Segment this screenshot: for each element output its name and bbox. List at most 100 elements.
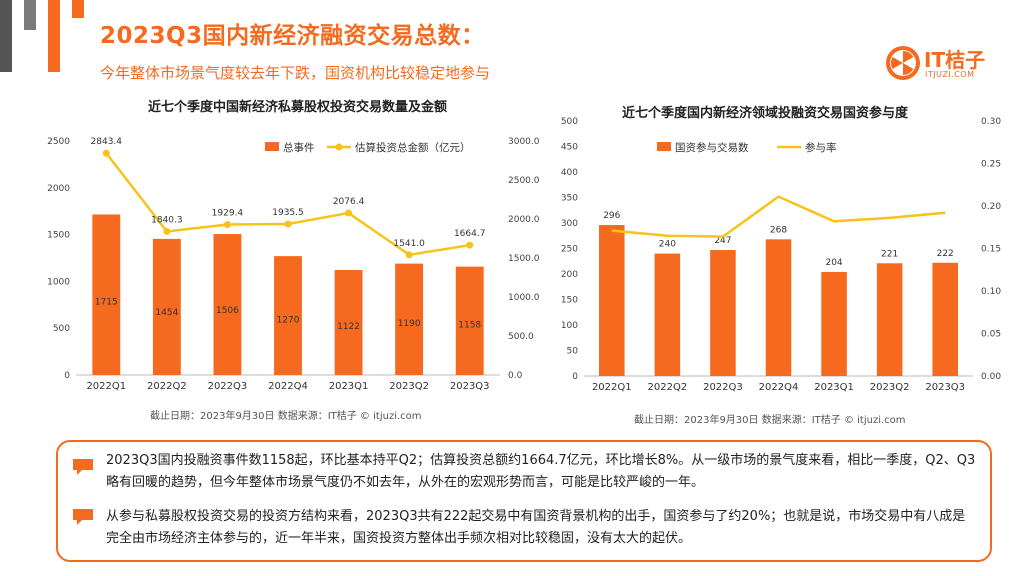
x-tick-label: 2022Q2 — [147, 381, 187, 392]
legend-bar-label: 总事件 — [283, 141, 315, 154]
speech-bubble-icon — [73, 459, 93, 475]
line-point — [163, 227, 171, 235]
y-left-tick-label: 400 — [561, 168, 578, 178]
bar-value-label: 1454 — [155, 308, 178, 318]
line-point — [284, 220, 292, 228]
chart2-title: 近七个季度国内新经济领域投融资交易国资参与度 — [622, 106, 909, 121]
bar-2023Q3 — [932, 262, 958, 376]
x-tick-label: 2022Q3 — [208, 381, 248, 392]
bar-value-label: 204 — [825, 258, 842, 268]
bar-value-label: 296 — [603, 211, 620, 221]
y-left-tick-label: 2000 — [47, 184, 70, 194]
y-left-tick-label: 1500 — [47, 231, 70, 241]
line-value-label: 2076.4 — [333, 197, 365, 207]
legend-line-marker — [335, 143, 343, 151]
y-left-tick-label: 0 — [64, 371, 70, 381]
y-left-tick-label: 1000 — [47, 277, 70, 287]
bar-value-label: 1190 — [398, 319, 421, 329]
x-tick-label: 2022Q4 — [268, 381, 308, 392]
decor-bar-1 — [0, 0, 12, 72]
line-point — [405, 251, 413, 259]
bar-value-label: 268 — [770, 225, 787, 235]
y-left-tick-label: 350 — [561, 194, 578, 204]
bar-value-label: 1270 — [277, 316, 300, 326]
bar-2023Q1 — [821, 271, 847, 376]
logo-subtext: ITJUZI.COM — [925, 70, 975, 79]
speech-bubble-icon — [73, 509, 93, 525]
bar-2022Q2 — [152, 238, 181, 375]
y-left-tick-label: 0 — [572, 372, 578, 382]
y-right-tick-label: 3000.0 — [508, 137, 540, 147]
line-value-label: 1664.7 — [454, 229, 486, 239]
x-tick-label: 2023Q1 — [814, 382, 854, 393]
y-left-tick-label: 500 — [561, 117, 578, 127]
line-series-参与率 — [611, 195, 946, 238]
y-right-tick-label: 1500.0 — [508, 254, 540, 264]
x-tick-label: 2023Q2 — [870, 382, 910, 393]
bar-2023Q2 — [876, 263, 903, 376]
legend-bar-swatch — [265, 142, 279, 151]
x-tick-label: 2023Q3 — [450, 381, 490, 392]
summary-paragraph-1: 2023Q3国内投融资事件数1158起，环比基本持平Q2；估算投资总额约1664… — [106, 453, 976, 490]
line-value-label: 1541.0 — [393, 239, 425, 249]
bar-2022Q1 — [92, 214, 121, 375]
y-right-tick-label: 500.0 — [508, 332, 534, 342]
y-right-tick-label: 0.05 — [981, 330, 1001, 340]
decor-bar-3 — [48, 0, 60, 72]
line-value-label: 2843.4 — [91, 137, 123, 147]
y-right-tick-label: 0.25 — [981, 160, 1001, 170]
chart2-state-capital-participation: 0 50 100 150 200 250 300 350 400 450 500 0.00 0.05 0.… — [561, 117, 1002, 393]
bar-value-label: 240 — [659, 240, 676, 250]
bar-value-label: 1158 — [458, 320, 481, 330]
itjuzi-logo: IT桔子 ITJUZI.COM — [884, 40, 1004, 86]
y-left-tick-label: 450 — [561, 143, 578, 153]
chart1-title: 近七个季度中国新经济私募股权投资交易数量及金额 — [148, 100, 448, 115]
bar-2022Q4 — [274, 256, 302, 375]
line-value-label: 1935.5 — [272, 208, 304, 218]
chart2-source: 截止日期：2023年9月30日 数据来源：IT桔子 © itjuzi.com — [634, 415, 906, 426]
line-value-label: 1929.4 — [212, 209, 244, 219]
bar-value-label: 1506 — [216, 306, 239, 316]
y-right-tick-label: 0.15 — [981, 245, 1001, 255]
y-left-tick-label: 150 — [561, 296, 578, 306]
line-point — [345, 209, 353, 217]
line-point — [466, 241, 474, 249]
bar-2023Q3 — [455, 266, 484, 375]
bar-value-label: 221 — [881, 249, 898, 259]
x-tick-label: 2023Q3 — [925, 382, 965, 393]
x-tick-label: 2022Q2 — [648, 382, 688, 393]
y-left-tick-label: 250 — [561, 245, 578, 255]
chart1-source: 截止日期：2023年9月30日 数据来源：IT桔子 © itjuzi.com — [150, 411, 422, 422]
y-left-tick-label: 100 — [561, 321, 578, 331]
bar-value-label: 1122 — [337, 322, 360, 332]
bar-2022Q1 — [599, 225, 625, 376]
legend-line-label: 估算投资总金额（亿元） — [355, 141, 471, 154]
y-right-tick-label: 0.20 — [981, 202, 1001, 212]
page-subtitle: 今年整体市场景气度较去年下跌，国资机构比较稳定地参与 — [100, 64, 491, 82]
y-left-tick-label: 2500 — [47, 137, 70, 147]
decor-bar-4 — [72, 0, 84, 18]
x-tick-label: 2022Q1 — [86, 381, 126, 392]
x-tick-label: 2022Q1 — [592, 382, 632, 393]
summary-paragraph-2: 从参与私募股权投资交易的投资方结构来看，2023Q3共有222起交易中有国资背景… — [106, 509, 966, 546]
legend-line-label: 参与率 — [805, 141, 837, 154]
y-left-tick-label: 300 — [561, 219, 578, 229]
page-title: 2023Q3国内新经济融资交易总数： — [100, 23, 485, 49]
y-left-tick-label: 50 — [567, 347, 579, 357]
y-right-tick-label: 0.0 — [508, 371, 523, 381]
legend-bar-label: 国资参与交易数 — [675, 141, 749, 154]
legend-bar-swatch — [657, 142, 671, 151]
y-right-tick-label: 1000.0 — [508, 293, 540, 303]
line-point — [102, 149, 110, 157]
y-left-tick-label: 500 — [53, 324, 70, 334]
x-tick-label: 2022Q4 — [759, 382, 799, 393]
bar-2022Q3 — [710, 250, 736, 376]
y-left-tick-label: 200 — [561, 270, 578, 280]
decor-bar-2 — [24, 0, 36, 30]
line-value-label: 1840.3 — [151, 215, 183, 225]
logo-text: IT桔子 — [924, 48, 986, 72]
x-tick-label: 2023Q2 — [389, 381, 429, 392]
y-right-tick-label: 0.30 — [981, 117, 1001, 127]
bar-2022Q4 — [765, 239, 792, 376]
y-right-tick-label: 0.00 — [981, 372, 1001, 382]
